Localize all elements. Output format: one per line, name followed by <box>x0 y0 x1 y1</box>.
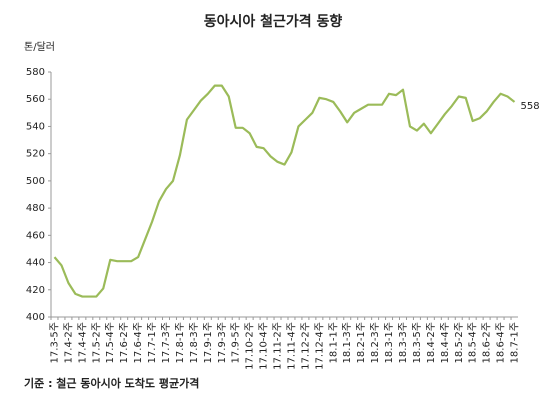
x-tick-label: 17.11-4주 <box>286 322 297 370</box>
x-tick-label: 18.5-2주 <box>454 322 465 363</box>
data-label: 558 <box>521 101 540 112</box>
x-tick-label: 17.8-1주 <box>175 322 186 363</box>
x-tick-label: 18.1-3주 <box>342 322 353 363</box>
y-tick-label: 440 <box>26 258 45 269</box>
x-tick-label: 17.3-5주 <box>49 322 60 363</box>
x-tick-label: 17.4-4주 <box>77 322 88 363</box>
x-tick-label: 17.9-5주 <box>231 322 242 363</box>
x-tick-label: 18.3-5주 <box>412 322 423 363</box>
x-tick-label: 18.6-2주 <box>482 322 493 363</box>
x-tick-label: 17.6-2주 <box>119 322 130 363</box>
x-tick-label: 17.8-3주 <box>189 322 200 363</box>
x-tick-label: 17.10-4주 <box>259 322 270 370</box>
x-tick-label: 17.10-2주 <box>245 322 256 370</box>
x-tick-label: 17.12-2주 <box>300 322 311 370</box>
y-tick-label: 420 <box>26 285 45 296</box>
x-tick-label: 17.6-4주 <box>133 322 144 363</box>
x-tick-label: 17.7-1주 <box>147 322 158 363</box>
y-tick-label: 520 <box>26 149 45 160</box>
y-tick-label: 500 <box>26 176 45 187</box>
x-tick-label: 17.11-2주 <box>273 322 284 370</box>
x-tick-label: 17.7-3주 <box>161 322 172 363</box>
y-tick-label: 400 <box>26 312 45 323</box>
y-tick-label: 460 <box>26 230 45 241</box>
x-tick-label: 18.2-1주 <box>356 322 367 363</box>
line-series <box>53 84 516 298</box>
x-tick-label: 17.5-4주 <box>105 322 116 363</box>
footnote: 기준 : 철근 동아시아 도착도 평균가격 <box>24 376 199 390</box>
x-tick-label: 17.12-4주 <box>314 322 325 370</box>
y-tick-label: 540 <box>26 121 45 132</box>
x-tick-label: 18.3-3주 <box>398 322 409 363</box>
y-tick-label: 580 <box>26 67 45 78</box>
x-tick-label: 18.4-2주 <box>426 322 437 363</box>
chart-title: 동아시아 철근가격 동향 <box>204 13 343 30</box>
x-tick-label: 17.4-2주 <box>63 322 74 363</box>
x-tick-label: 18.2-3주 <box>370 322 381 363</box>
x-tick-label: 18.7-1주 <box>510 322 521 363</box>
y-tick-label: 560 <box>26 94 45 105</box>
x-tick-label: 17.5-2주 <box>91 322 102 363</box>
x-tick-label: 18.3-1주 <box>384 322 395 363</box>
y-axis-label: 톤/달러 <box>24 41 55 53</box>
x-tick-label: 18.1-1주 <box>328 322 339 363</box>
x-tick-label: 18.6-4주 <box>496 322 507 363</box>
x-tick-label: 17.9-1주 <box>203 322 214 363</box>
x-tick-label: 17.9-3주 <box>217 322 228 363</box>
x-tick-label: 18.4-4주 <box>440 322 451 363</box>
x-tick-label: 18.5-4주 <box>468 322 479 363</box>
y-tick-label: 480 <box>26 203 45 214</box>
